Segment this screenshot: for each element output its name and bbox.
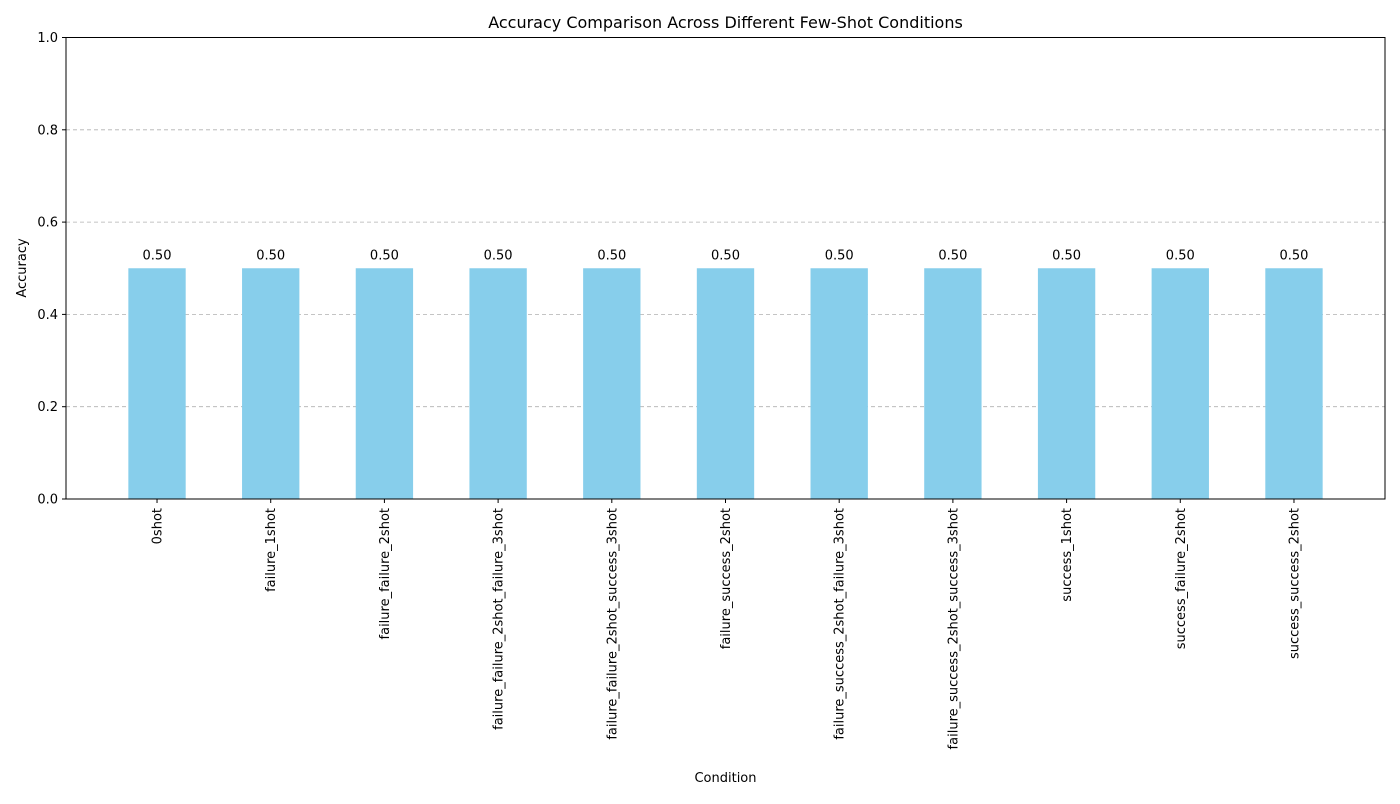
- y-axis: 0.0 0.2 0.4 0.6 0.8 1.0: [37, 31, 66, 508]
- data-label: 0.50: [484, 248, 513, 263]
- bar-failure_failure_2shot_failure_3shot: [469, 268, 527, 499]
- y-tick-label: 0.8: [37, 123, 58, 138]
- data-label: 0.50: [143, 248, 172, 263]
- x-tick-label: success_1shot: [1060, 508, 1075, 602]
- data-label: 0.50: [825, 248, 854, 263]
- x-axis: 0shot failure_1shot failure_failure_2shot f…: [151, 499, 1302, 749]
- y-axis-label: Accuracy: [15, 238, 30, 298]
- bar-failure_1shot: [242, 268, 300, 499]
- bar-success_1shot: [1037, 268, 1096, 499]
- x-tick-label: failure_success_2shot_success_3shot: [946, 508, 961, 749]
- x-axis-label: Condition: [694, 771, 756, 786]
- y-tick-label: 1.0: [37, 31, 58, 46]
- data-label: 0.50: [1052, 248, 1081, 263]
- x-tick-label: success_success_2shot: [1287, 508, 1302, 659]
- data-label: 0.50: [711, 248, 740, 263]
- x-tick-label: failure_failure_2shot_success_3shot: [605, 508, 620, 740]
- bar-layer: [128, 268, 1323, 499]
- data-label: 0.50: [938, 248, 967, 263]
- data-label-layer: 0.50 0.50 0.50 0.50 0.50 0.50 0.50 0.50 0.50 0.50…: [143, 248, 1309, 263]
- y-tick-label: 0.4: [37, 308, 58, 323]
- x-tick-label: failure_success_2shot_failure_3shot: [833, 508, 848, 740]
- bar-success_failure_2shot: [1151, 268, 1209, 499]
- data-label: 0.50: [1280, 248, 1309, 263]
- x-tick-label: failure_failure_2shot_failure_3shot: [492, 508, 507, 730]
- bar-success_success_2shot: [1265, 268, 1323, 499]
- bar-failure_failure_2shot_success_3shot: [583, 268, 641, 499]
- data-label: 0.50: [256, 248, 285, 263]
- data-label: 0.50: [370, 248, 399, 263]
- x-tick-label: failure_success_2shot: [719, 508, 734, 649]
- y-tick-label: 0.0: [37, 493, 58, 508]
- chart-title: Accuracy Comparison Across Different Few…: [488, 13, 963, 32]
- x-tick-label: 0shot: [151, 508, 166, 544]
- bar-failure_success_2shot_failure_3shot: [810, 268, 868, 499]
- bar-failure_failure_2shot: [355, 268, 414, 499]
- y-tick-label: 0.2: [37, 400, 58, 415]
- x-tick-label: success_failure_2shot: [1174, 508, 1189, 649]
- x-tick-label: failure_failure_2shot: [378, 508, 393, 639]
- y-tick-label: 0.6: [37, 216, 58, 231]
- bar-0shot: [128, 268, 186, 499]
- bar-failure_success_2shot_success_3shot: [924, 268, 982, 499]
- data-label: 0.50: [597, 248, 626, 263]
- bar-failure_success_2shot: [696, 268, 755, 499]
- x-tick-label: failure_1shot: [264, 508, 279, 592]
- data-label: 0.50: [1166, 248, 1195, 263]
